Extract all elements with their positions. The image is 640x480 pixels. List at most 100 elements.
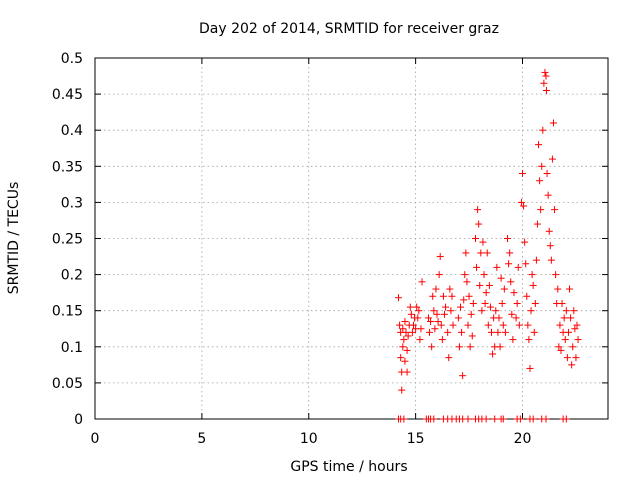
data-point <box>561 336 569 344</box>
y-tick-label: 0.35 <box>52 159 83 175</box>
data-points <box>395 68 582 423</box>
data-point <box>401 318 409 326</box>
y-tick-label: 0.15 <box>52 304 83 320</box>
data-point <box>544 191 552 199</box>
data-point <box>467 310 475 318</box>
data-point <box>406 303 414 311</box>
data-point <box>486 303 494 311</box>
data-point <box>466 343 474 351</box>
y-tick-label: 0.45 <box>52 87 83 103</box>
data-point <box>574 336 582 344</box>
data-point <box>403 346 411 354</box>
data-point <box>568 361 576 369</box>
data-point <box>512 314 520 322</box>
data-point <box>449 321 457 329</box>
data-point <box>539 126 547 134</box>
data-point <box>510 289 518 297</box>
data-point <box>535 141 543 149</box>
data-point <box>562 307 570 315</box>
data-point <box>482 415 490 423</box>
data-point <box>498 299 506 307</box>
data-point <box>551 206 559 214</box>
data-point <box>447 307 455 315</box>
data-point <box>413 303 421 311</box>
data-point <box>426 328 434 336</box>
data-point <box>533 220 541 228</box>
data-point <box>492 307 500 315</box>
data-point <box>479 238 487 246</box>
data-point <box>476 281 484 289</box>
data-point <box>480 271 488 279</box>
data-point <box>448 292 456 300</box>
data-point <box>504 235 512 242</box>
data-point <box>524 321 532 329</box>
data-point <box>505 260 513 268</box>
data-point <box>499 415 507 423</box>
data-point <box>515 321 523 329</box>
data-point <box>408 328 416 336</box>
data-point <box>549 119 557 127</box>
data-point <box>409 321 417 329</box>
data-point <box>460 296 468 304</box>
data-point <box>493 263 501 271</box>
data-point <box>520 202 528 210</box>
data-point <box>507 278 515 286</box>
data-point <box>542 415 550 423</box>
data-point <box>567 314 575 322</box>
data-point <box>481 299 489 307</box>
data-point <box>526 364 534 372</box>
x-axis: 0 5 10 15 20 <box>91 58 532 447</box>
data-point <box>548 155 556 163</box>
data-point <box>435 271 443 279</box>
data-point <box>398 386 406 394</box>
data-point <box>478 307 486 315</box>
data-point <box>403 368 411 376</box>
data-point <box>473 263 481 271</box>
data-point <box>560 314 568 322</box>
data-point <box>542 72 550 80</box>
data-point <box>514 263 522 271</box>
data-point <box>509 336 517 344</box>
x-tick-label: 10 <box>300 431 318 447</box>
data-point <box>554 285 562 293</box>
data-point <box>529 415 537 423</box>
data-point <box>446 285 454 293</box>
data-point <box>522 260 530 268</box>
data-point <box>489 350 497 358</box>
data-point <box>495 314 503 322</box>
data-point <box>506 249 514 257</box>
data-point <box>483 249 491 257</box>
data-point <box>462 249 470 257</box>
data-point <box>569 343 577 351</box>
data-point <box>439 292 447 300</box>
data-point <box>437 321 445 329</box>
data-point <box>525 336 533 344</box>
data-point <box>416 336 424 344</box>
data-point <box>424 314 432 322</box>
data-point <box>499 321 507 329</box>
data-point <box>540 79 548 87</box>
data-point <box>485 281 493 289</box>
data-point <box>530 328 538 336</box>
data-point <box>415 307 423 315</box>
data-point <box>546 242 554 250</box>
data-point <box>532 256 540 264</box>
data-point <box>491 415 499 423</box>
data-point <box>501 328 509 336</box>
data-point <box>571 325 579 333</box>
data-point <box>570 307 578 315</box>
data-point <box>431 325 439 333</box>
data-point <box>463 278 471 286</box>
data-point <box>531 299 539 307</box>
data-point <box>519 170 526 178</box>
data-point <box>399 343 407 351</box>
y-tick-label: 0.3 <box>61 195 83 211</box>
data-point <box>397 354 405 362</box>
data-point <box>555 343 563 351</box>
data-point <box>430 307 438 315</box>
data-point <box>432 285 440 293</box>
data-point <box>427 318 435 326</box>
x-tick-label: 20 <box>514 431 532 447</box>
data-point <box>552 271 560 279</box>
